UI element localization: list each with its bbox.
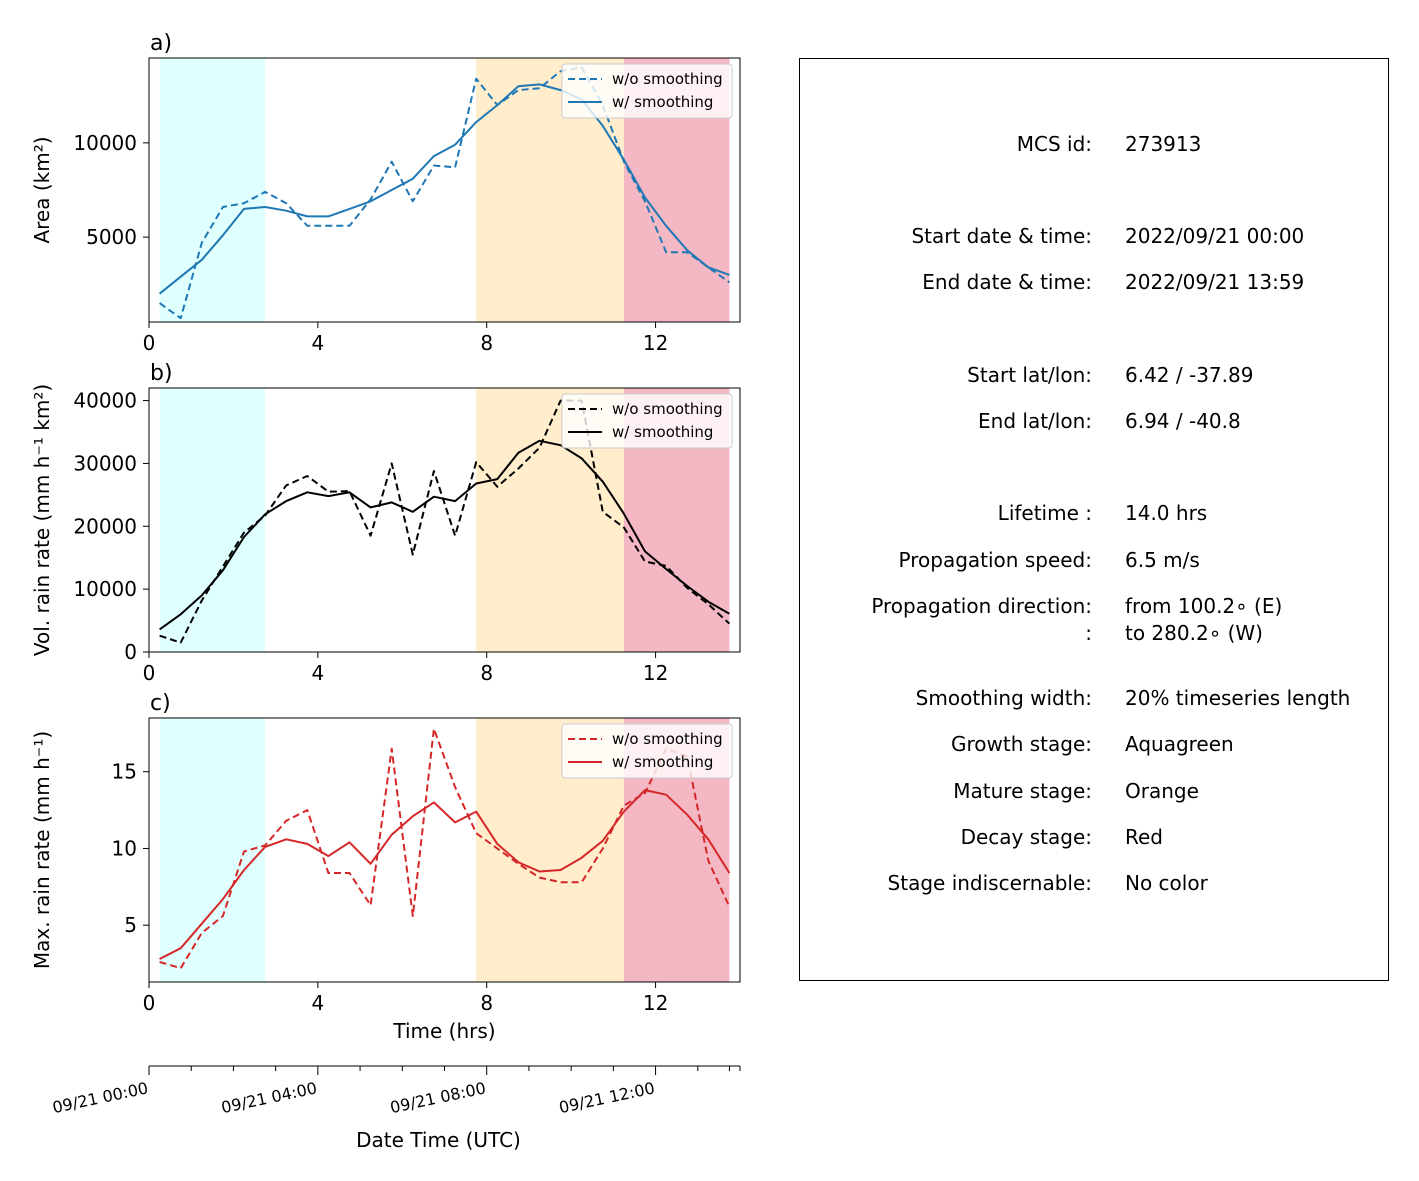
mature-stage-value: Orange xyxy=(1125,779,1199,803)
smoothing-label: Smoothing width: xyxy=(915,686,1092,710)
y-tick-label: 0 xyxy=(124,640,137,664)
panel-label: c) xyxy=(150,691,171,716)
smoothing-value: 20% timeseries length xyxy=(1125,686,1351,710)
direction-label: Propagation direction: xyxy=(871,594,1092,618)
legend-box xyxy=(561,63,733,119)
x-tick-label: 8 xyxy=(480,331,493,355)
raw-series-line xyxy=(159,727,731,970)
direction-from-value: from 100.2∘ (E) xyxy=(1125,594,1283,618)
x-tick-label: 0 xyxy=(143,331,156,355)
y-tick-label: 10 xyxy=(112,836,137,860)
y-tick-label: 10000 xyxy=(73,131,137,155)
plot-frame xyxy=(148,57,741,323)
date-tick-label: 09/21 04:00 xyxy=(220,1078,319,1117)
y-axis-label: Vol. rain rate (mm h⁻¹ km²) xyxy=(30,384,54,656)
growth-stage-band xyxy=(159,388,266,652)
legend-box xyxy=(561,723,733,779)
plot-frame xyxy=(148,387,741,653)
mature-stage-label: Mature stage: xyxy=(953,779,1092,803)
x-tick-label: 0 xyxy=(143,661,156,685)
decay-stage-label: Decay stage: xyxy=(960,825,1092,849)
date-tick-label: 09/21 12:00 xyxy=(557,1078,656,1117)
growth-stage-band xyxy=(159,718,266,982)
date-tick-label: 09/21 00:00 xyxy=(51,1078,150,1117)
date-tick-label: 09/21 08:00 xyxy=(388,1078,487,1117)
y-axis-label: Area (km²) xyxy=(30,136,54,243)
mcs-id-value: 273913 xyxy=(1125,132,1202,156)
start-datetime-label: Start date & time: xyxy=(911,224,1092,248)
x-tick-label: 4 xyxy=(311,331,324,355)
legend-entry: w/ smoothing xyxy=(612,753,713,771)
start-datetime-value: 2022/09/21 00:00 xyxy=(1125,224,1305,248)
legend-entry: w/o smoothing xyxy=(612,730,723,748)
decay-stage-value: Red xyxy=(1125,825,1163,849)
x-tick-label: 0 xyxy=(143,991,156,1015)
x-tick-label: 12 xyxy=(643,331,668,355)
indiscernable-stage-value: No color xyxy=(1125,871,1208,895)
end-latlon-label: End lat/lon: xyxy=(978,409,1092,433)
legend-box xyxy=(561,393,733,449)
legend-entry: w/ smoothing xyxy=(612,93,713,111)
legend-entry: w/o smoothing xyxy=(612,70,723,88)
legend: w/o smoothing w/ smoothing xyxy=(561,393,733,449)
x-axis-label: Time (hrs) xyxy=(392,1019,495,1043)
y-tick-label: 5 xyxy=(124,913,137,937)
start-latlon-label: Start lat/lon: xyxy=(967,363,1092,387)
y-tick-label: 30000 xyxy=(73,451,137,475)
smoothed-series-line xyxy=(159,789,731,960)
raw-series-line xyxy=(159,399,731,644)
start-latlon-value: 6.42 / -37.89 xyxy=(1125,363,1254,387)
direction-to-value: to 280.2∘ (W) xyxy=(1125,621,1263,645)
growth-stage-label: Growth stage: xyxy=(950,732,1092,756)
end-datetime-value: 2022/09/21 13:59 xyxy=(1125,270,1305,294)
lifetime-value: 14.0 hrs xyxy=(1125,501,1208,525)
legend-entry: w/o smoothing xyxy=(612,400,723,418)
smoothed-series-line xyxy=(158,83,730,295)
end-datetime-label: End date & time: xyxy=(922,270,1092,294)
x-tick-label: 8 xyxy=(480,991,493,1015)
x-tick-label: 8 xyxy=(480,661,493,685)
lifetime-label: Lifetime : xyxy=(997,501,1092,525)
legend-entry: w/ smoothing xyxy=(612,423,713,441)
panel-c: 0 4 8 12 5 10 15 c) Max. rain rate (mm h⁻¹) Time … xyxy=(30,691,741,1043)
end-latlon-value: 6.94 / -40.8 xyxy=(1125,409,1241,433)
x-tick-label: 12 xyxy=(643,991,668,1015)
panel-b: 0 4 8 12 0 10000 20000 30000 40000 b) Vol. rain ra… xyxy=(30,361,741,685)
speed-value: 6.5 m/s xyxy=(1125,548,1200,572)
legend: w/o smoothing w/ smoothing xyxy=(561,63,733,119)
indiscernable-stage-label: Stage indiscernable: xyxy=(887,871,1092,895)
mcs-id-label: MCS id: xyxy=(1016,132,1092,156)
y-tick-label: 20000 xyxy=(73,514,137,538)
growth-stage-value: Aquagreen xyxy=(1125,732,1234,756)
y-tick-label: 40000 xyxy=(73,389,137,413)
speed-label: Propagation speed: xyxy=(898,548,1092,572)
smoothed-series-line xyxy=(159,439,730,631)
legend: w/o smoothing w/ smoothing xyxy=(561,723,733,779)
date-time-axis: 09/21 00:00 09/21 04:00 09/21 08:00 09/21 1… xyxy=(51,1065,741,1152)
plot-frame xyxy=(148,717,741,983)
x-tick-label: 4 xyxy=(311,661,324,685)
y-tick-label: 10000 xyxy=(73,577,137,601)
x-tick-label: 12 xyxy=(643,661,668,685)
y-tick-label: 15 xyxy=(112,760,137,784)
y-tick-label: 5000 xyxy=(86,225,137,249)
raw-series-line xyxy=(159,66,730,320)
date-axis-label: Date Time (UTC) xyxy=(356,1128,521,1152)
direction-colon: : xyxy=(1085,621,1092,645)
panel-label: b) xyxy=(150,361,173,386)
growth-stage-band xyxy=(159,58,266,322)
y-axis-label: Max. rain rate (mm h⁻¹) xyxy=(30,731,54,969)
x-tick-label: 4 xyxy=(311,991,324,1015)
panel-label: a) xyxy=(150,31,172,56)
mcs-info-panel: MCS id: 273913 Start date & time: 2022/0… xyxy=(799,58,1389,981)
